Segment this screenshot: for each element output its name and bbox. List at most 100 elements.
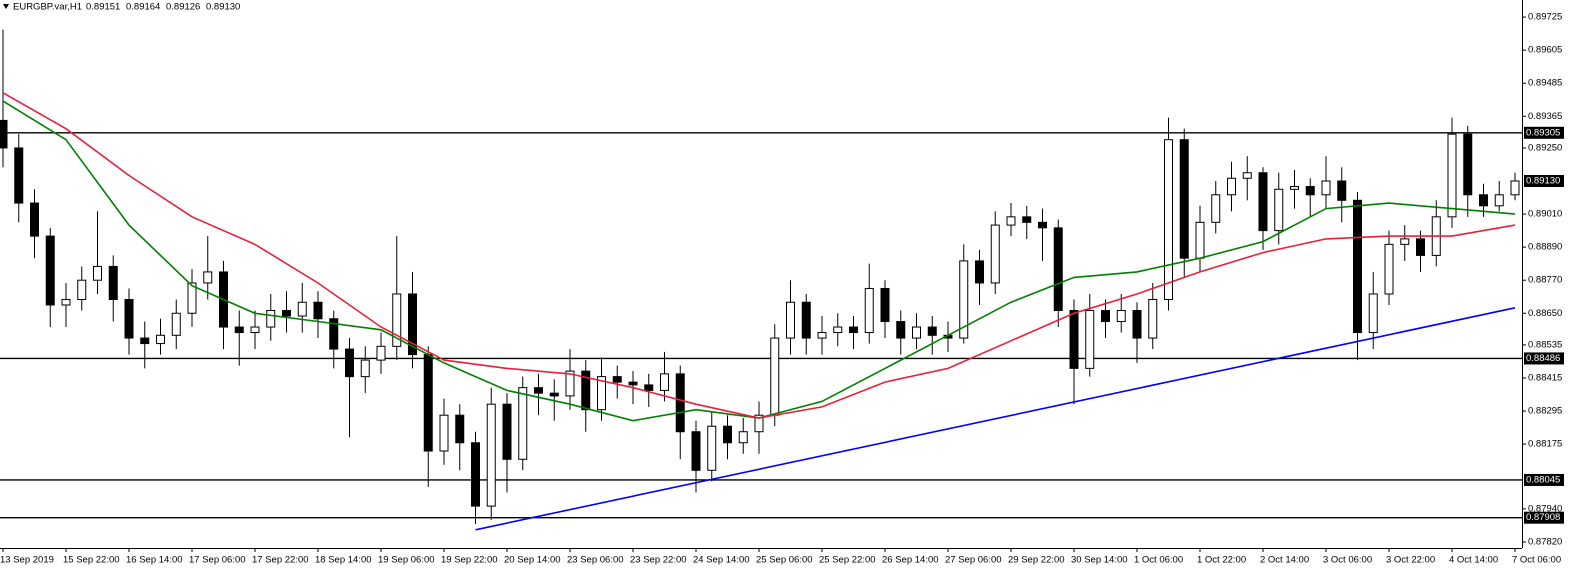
candle-body xyxy=(1085,310,1095,369)
candle-body xyxy=(675,373,685,433)
y-tick-label: 0.88295 xyxy=(1528,406,1562,417)
x-tick-label: 3 Oct 22:00 xyxy=(1386,555,1435,566)
candle-body xyxy=(1400,238,1410,245)
header-value: 0.89164 xyxy=(126,2,160,13)
level-label: 0.87908 xyxy=(1526,512,1560,523)
candle-body xyxy=(1479,194,1488,207)
x-tick-label: 23 Sep 06:00 xyxy=(567,555,624,566)
y-tick-label: 0.88770 xyxy=(1528,275,1562,286)
candle-body xyxy=(1368,293,1378,334)
candle-body xyxy=(1447,133,1457,218)
candle-body xyxy=(14,147,24,204)
overlay-line xyxy=(475,307,1516,531)
candle-body xyxy=(471,442,480,507)
candle-body xyxy=(313,301,323,320)
candle-body xyxy=(486,403,496,507)
x-tick-label: 19 Sep 22:00 xyxy=(441,555,498,566)
candle-body xyxy=(345,348,354,378)
x-tick-label: 3 Oct 06:00 xyxy=(1323,555,1372,566)
candle-body xyxy=(612,376,622,383)
y-tick-label: 0.89365 xyxy=(1528,111,1562,122)
level-label: 0.88486 xyxy=(1526,353,1560,364)
candle-body xyxy=(549,392,559,397)
candle-body xyxy=(250,326,260,334)
candle-body xyxy=(880,287,890,323)
candle-body xyxy=(786,301,795,339)
x-tick-label: 20 Sep 14:00 xyxy=(504,555,561,566)
candle-body xyxy=(1148,298,1158,339)
x-tick-label: 25 Sep 22:00 xyxy=(819,555,876,566)
x-tick-label: 18 Sep 14:00 xyxy=(315,555,372,566)
candle-body xyxy=(975,260,984,284)
candle-body xyxy=(1242,172,1252,179)
candle-body xyxy=(1290,186,1299,190)
candle-body xyxy=(329,318,339,350)
menu-arrow[interactable] xyxy=(3,4,9,9)
symbol-title: EURGBP.var,H1 xyxy=(13,2,82,13)
overlay-line xyxy=(2,92,1516,419)
x-tick-label: 27 Sep 06:00 xyxy=(945,555,1002,566)
y-tick-label: 0.89010 xyxy=(1528,209,1562,220)
x-tick-label: 25 Sep 06:00 xyxy=(756,555,813,566)
x-tick-label: 24 Sep 14:00 xyxy=(693,555,750,566)
candle-body xyxy=(801,301,811,339)
x-tick-label: 30 Sep 14:00 xyxy=(1071,555,1128,566)
candle-body xyxy=(707,425,717,471)
candle-body xyxy=(817,332,827,339)
candle-body xyxy=(1510,180,1520,196)
candle-body xyxy=(1463,133,1473,196)
y-tick-label: 0.89605 xyxy=(1528,45,1562,56)
candle-body xyxy=(455,414,465,444)
candle-body xyxy=(723,425,732,444)
candle-body xyxy=(754,414,764,433)
y-tick-label: 0.87820 xyxy=(1528,536,1562,547)
candle-body xyxy=(912,326,921,339)
candle-body xyxy=(833,326,843,334)
y-tick-label: 0.88415 xyxy=(1528,373,1562,384)
x-tick-label: 4 Oct 14:00 xyxy=(1449,555,1498,566)
candle-body xyxy=(565,370,575,397)
x-tick-label: 23 Sep 22:00 xyxy=(630,555,687,566)
level-label: 0.88045 xyxy=(1526,474,1560,485)
candle-body xyxy=(1494,194,1504,207)
candle-body xyxy=(266,310,276,328)
candle-body xyxy=(581,370,591,411)
x-tick-label: 17 Sep 06:00 xyxy=(189,555,246,566)
candle-body xyxy=(1179,139,1189,259)
candle-body xyxy=(187,282,197,314)
candle-body xyxy=(660,373,669,391)
header-value: 0.89126 xyxy=(166,2,200,13)
level-label-box xyxy=(1524,511,1564,524)
candle-body xyxy=(124,298,134,339)
candle-body xyxy=(1384,243,1394,295)
candle-body xyxy=(959,260,969,339)
y-tick-label: 0.89485 xyxy=(1528,78,1562,89)
candle-body xyxy=(360,359,370,378)
level-label-box xyxy=(1524,126,1564,139)
candle-body xyxy=(171,312,181,336)
candle-body xyxy=(203,271,213,284)
x-tick-label: 17 Sep 22:00 xyxy=(252,555,309,566)
y-tick-label: 0.88175 xyxy=(1528,439,1562,450)
x-tick-label: 26 Sep 14:00 xyxy=(882,555,939,566)
candle-body xyxy=(0,119,8,149)
y-tick-label: 0.88890 xyxy=(1528,242,1562,253)
candle-body xyxy=(518,387,528,460)
candle-body xyxy=(644,384,654,391)
candle-body xyxy=(1164,139,1173,300)
candle-body xyxy=(297,301,307,317)
x-tick-label: 2 Oct 14:00 xyxy=(1260,555,1309,566)
candle-body xyxy=(1227,177,1236,196)
level-label: 0.89305 xyxy=(1526,127,1560,138)
candle-body xyxy=(1053,227,1063,312)
candle-body xyxy=(1132,310,1142,339)
candle-body xyxy=(408,293,417,356)
candle-body xyxy=(849,326,858,334)
candle-body xyxy=(108,265,118,300)
y-tick-label: 0.89250 xyxy=(1528,142,1562,153)
x-tick-label: 1 Oct 06:00 xyxy=(1134,555,1183,566)
candle-body xyxy=(896,321,906,339)
candle-body xyxy=(1211,194,1221,223)
